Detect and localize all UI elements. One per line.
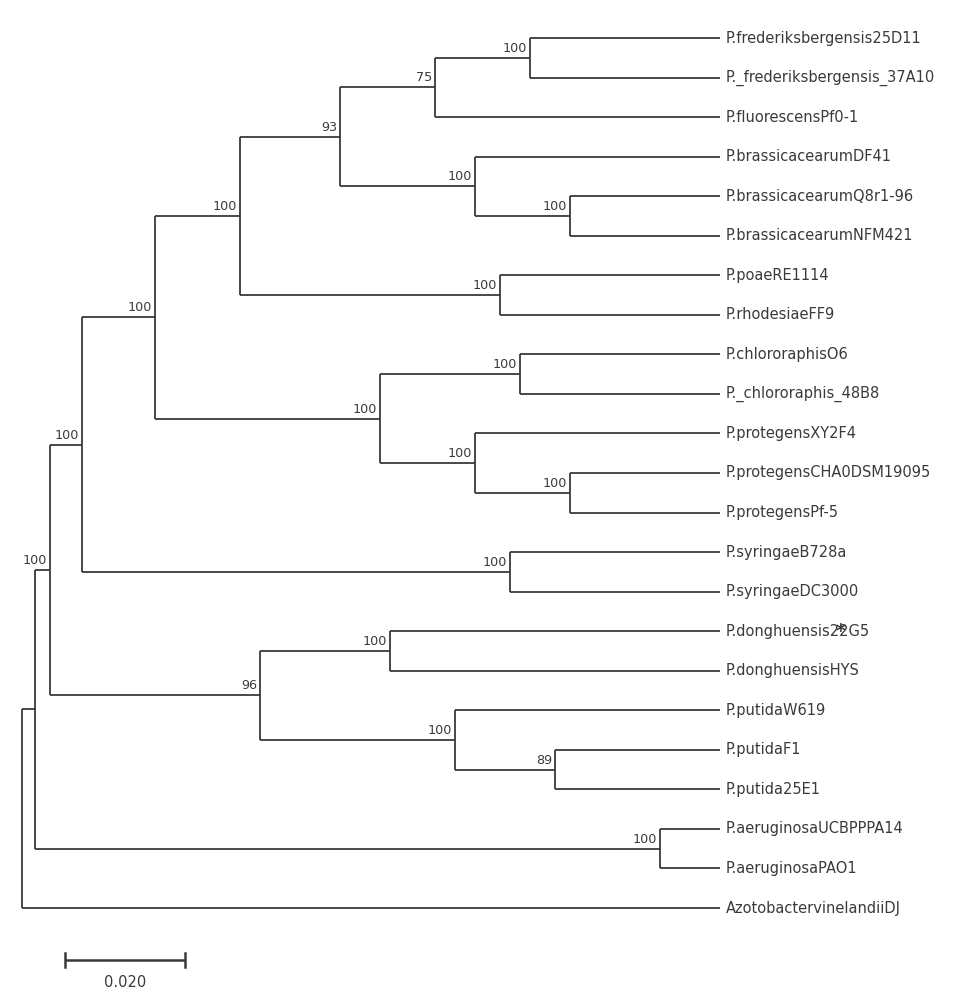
Text: P.chlororaphisO6: P.chlororaphisO6 — [726, 347, 849, 362]
Text: P._chlororaphis_48B8: P._chlororaphis_48B8 — [726, 386, 880, 402]
Text: 0.020: 0.020 — [104, 975, 146, 990]
Text: 100: 100 — [473, 279, 497, 292]
Text: 96: 96 — [241, 679, 257, 692]
Text: P._frederiksbergensis_37A10: P._frederiksbergensis_37A10 — [726, 69, 935, 86]
Text: P.poaeRE1114: P.poaeRE1114 — [726, 268, 830, 283]
Text: P.frederiksbergensis25D11: P.frederiksbergensis25D11 — [726, 30, 921, 45]
Text: 100: 100 — [55, 429, 79, 442]
Text: 100: 100 — [128, 301, 152, 314]
Text: 93: 93 — [321, 121, 337, 134]
Text: P.fluorescensPf0-1: P.fluorescensPf0-1 — [726, 110, 859, 125]
Text: P.syringaeB728a: P.syringaeB728a — [726, 545, 847, 560]
Text: 100: 100 — [363, 635, 387, 648]
Text: P.protegensXY2F4: P.protegensXY2F4 — [726, 426, 857, 441]
Text: P.donghuensis22G5: P.donghuensis22G5 — [726, 624, 870, 639]
Text: 100: 100 — [22, 554, 47, 567]
Text: P.protegensPf-5: P.protegensPf-5 — [726, 505, 839, 520]
Text: P.putidaF1: P.putidaF1 — [726, 742, 801, 757]
Text: P.putida25E1: P.putida25E1 — [726, 782, 821, 797]
Text: P.putidaW619: P.putidaW619 — [726, 703, 826, 718]
Text: 75: 75 — [415, 71, 432, 84]
Text: P.protegensCHA0DSM19095: P.protegensCHA0DSM19095 — [726, 466, 931, 481]
Text: *: * — [836, 622, 845, 641]
Text: P.donghuensisHYS: P.donghuensisHYS — [726, 663, 860, 678]
Text: 100: 100 — [448, 447, 472, 460]
Text: 100: 100 — [543, 477, 567, 490]
Text: 100: 100 — [543, 200, 567, 213]
Text: P.brassicacearumNFM421: P.brassicacearumNFM421 — [726, 228, 914, 243]
Text: 100: 100 — [492, 358, 517, 371]
Text: P.aeruginosaPAO1: P.aeruginosaPAO1 — [726, 861, 858, 876]
Text: P.brassicacearumQ8r1-96: P.brassicacearumQ8r1-96 — [726, 189, 915, 204]
Text: P.aeruginosaUCBPPPA14: P.aeruginosaUCBPPPA14 — [726, 821, 904, 836]
Text: P.brassicacearumDF41: P.brassicacearumDF41 — [726, 149, 892, 164]
Text: 100: 100 — [483, 556, 507, 569]
Text: P.syringaeDC3000: P.syringaeDC3000 — [726, 584, 859, 599]
Text: 100: 100 — [503, 42, 527, 55]
Text: 100: 100 — [353, 403, 377, 416]
Text: AzotobactervinelandiiDJ: AzotobactervinelandiiDJ — [726, 900, 901, 916]
Text: P.rhodesiaeFF9: P.rhodesiaeFF9 — [726, 307, 836, 322]
Text: 89: 89 — [536, 754, 552, 767]
Text: 100: 100 — [428, 724, 452, 737]
Text: 100: 100 — [633, 833, 657, 846]
Text: 100: 100 — [448, 170, 472, 183]
Text: 100: 100 — [213, 200, 237, 213]
